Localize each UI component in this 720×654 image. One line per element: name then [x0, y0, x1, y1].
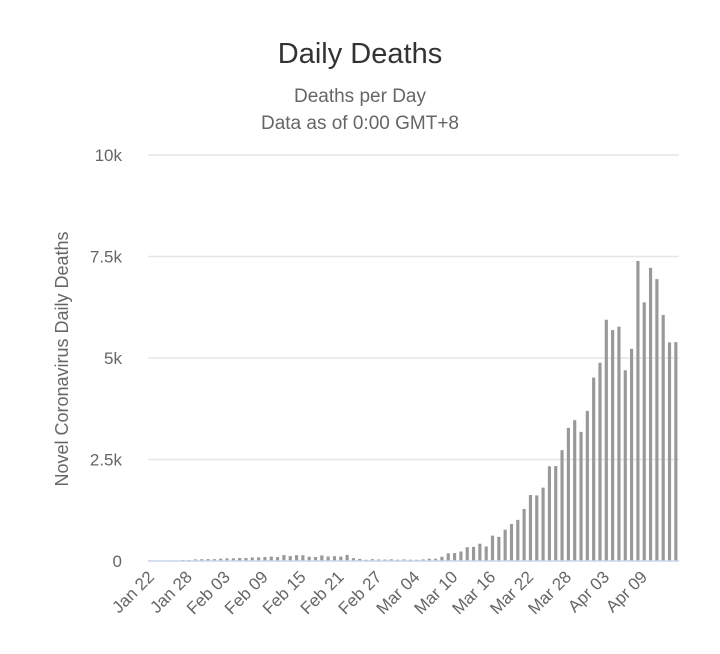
- bar: [471, 546, 476, 561]
- bar: [484, 546, 488, 561]
- bar: [200, 559, 204, 561]
- bar: [541, 487, 545, 561]
- bar: [453, 553, 457, 561]
- bar: [560, 450, 564, 561]
- bar: [478, 543, 482, 561]
- bar: [358, 558, 362, 561]
- bar: [446, 553, 450, 561]
- y-tick-labels: 0 2.5k 5k 7.5k 10k: [90, 146, 123, 571]
- bar: [509, 524, 514, 561]
- bar: [313, 557, 318, 561]
- bar: [377, 559, 381, 561]
- bar: [421, 559, 425, 561]
- bar: [566, 427, 570, 561]
- chart-subtitle-line-2: Data as of 0:00 GMT+8: [260, 113, 459, 134]
- bar: [661, 314, 665, 561]
- bar: [648, 267, 653, 561]
- bar: [655, 279, 659, 561]
- bar: [617, 326, 621, 561]
- bar: [219, 558, 223, 561]
- bar: [332, 556, 337, 561]
- bar: [535, 495, 539, 561]
- bar: [370, 559, 374, 561]
- gridlines: [148, 154, 679, 461]
- bar: [427, 558, 431, 561]
- bar: [585, 410, 589, 561]
- bar: [269, 556, 273, 561]
- y-tick-label: 0: [113, 552, 122, 571]
- bar: [636, 261, 640, 561]
- bar: [547, 466, 551, 561]
- bar: [490, 535, 495, 561]
- bar: [522, 508, 526, 561]
- bar: [630, 348, 634, 561]
- bar: [345, 554, 349, 561]
- bar: [263, 557, 267, 561]
- bar: [307, 556, 311, 561]
- bar: [440, 556, 444, 561]
- bar: [434, 558, 438, 561]
- bar: [604, 319, 608, 561]
- bar: [503, 529, 507, 561]
- bar: [326, 556, 330, 561]
- bar: [573, 420, 577, 561]
- bar: [288, 556, 292, 561]
- y-tick-label: 7.5k: [90, 248, 123, 267]
- bar: [301, 555, 305, 561]
- bar: [402, 559, 406, 561]
- bar: [579, 431, 583, 561]
- bar: [623, 370, 627, 561]
- bars: [149, 261, 678, 561]
- bar: [611, 330, 615, 561]
- bar: [339, 556, 343, 561]
- x-tick-label: Apr 03: [564, 567, 613, 616]
- x-tick-label: Jan 22: [108, 567, 158, 617]
- bar: [516, 519, 520, 561]
- chart-title: Daily Deaths: [277, 38, 443, 70]
- bar: [667, 342, 672, 561]
- bar: [244, 558, 248, 561]
- bar: [642, 302, 646, 561]
- y-tick-label: 10k: [95, 146, 123, 165]
- bar: [276, 557, 280, 561]
- bar: [459, 551, 463, 561]
- bar: [238, 558, 242, 561]
- bar: [212, 559, 216, 561]
- bar: [528, 495, 533, 561]
- bar: [465, 547, 469, 561]
- bar: [257, 557, 261, 561]
- bar: [598, 362, 602, 561]
- bar: [250, 557, 254, 561]
- bar: [351, 558, 356, 561]
- bar: [225, 558, 229, 561]
- bar: [497, 536, 501, 561]
- bar: [282, 555, 286, 561]
- y-tick-label: 2.5k: [90, 451, 123, 470]
- bar: [389, 559, 393, 561]
- bar: [592, 377, 596, 561]
- bar: [554, 466, 558, 561]
- bar: [294, 555, 299, 561]
- bar: [320, 555, 324, 561]
- bar: [231, 558, 235, 561]
- y-axis-title: Novel Coronavirus Daily Deaths: [52, 231, 72, 486]
- bar: [674, 342, 678, 561]
- bar: [193, 559, 197, 561]
- x-tick-label: Apr 09: [602, 567, 651, 616]
- y-tick-label: 5k: [104, 349, 122, 368]
- x-tick-label: Mar 28: [524, 567, 575, 618]
- chart-subtitle-line-1: Deaths per Day: [293, 86, 426, 107]
- bar: [206, 559, 210, 561]
